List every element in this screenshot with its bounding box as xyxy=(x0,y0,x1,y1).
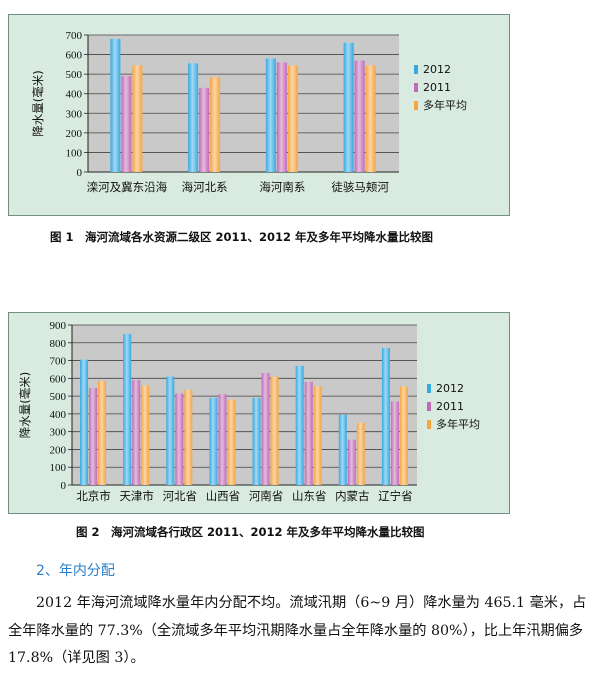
section-heading: 2、年内分配 xyxy=(36,563,115,579)
y-axis-label: 降水量(毫米) xyxy=(31,70,45,136)
bar-2012-海河北系 xyxy=(188,63,199,172)
bar-2011-海河北系 xyxy=(199,87,210,172)
category-label: 山东省 xyxy=(292,489,327,503)
category-label: 徒骇马颊河 xyxy=(331,180,389,194)
bar-多年平均-河南省 xyxy=(270,376,279,485)
figure1-chart: 0 100 200 300 400 500 600 700 降水量(毫米) 滦河及冀东沿海 海河北系… xyxy=(8,14,510,216)
y-tick-label: 900 xyxy=(50,320,67,332)
y-tick-label: 300 xyxy=(50,427,67,439)
y-tick-label: 100 xyxy=(66,147,83,159)
legend-swatch xyxy=(414,83,418,92)
bar-2011-河南省 xyxy=(261,373,270,485)
category-label: 辽宁省 xyxy=(378,489,413,503)
y-tick-label: 200 xyxy=(50,444,67,456)
bar-2012-辽宁省 xyxy=(381,348,390,485)
bar-多年平均-河北省 xyxy=(184,389,193,485)
bar-多年平均-海河南系 xyxy=(287,65,298,172)
category-label: 天津市 xyxy=(119,489,154,503)
y-tick-label: 300 xyxy=(66,108,83,120)
bar-2012-海河南系 xyxy=(265,58,276,172)
bar-2012-河北省 xyxy=(166,376,175,485)
bar-2011-山东省 xyxy=(304,381,313,485)
bar-多年平均-北京市 xyxy=(98,381,107,485)
legend-swatch xyxy=(414,65,418,74)
category-label: 北京市 xyxy=(76,489,111,503)
bar-2012-河南省 xyxy=(252,397,261,485)
bar-2011-北京市 xyxy=(89,388,98,485)
y-tick-label: 800 xyxy=(50,338,67,350)
bar-2011-山西省 xyxy=(218,394,227,485)
bar-2012-内蒙古 xyxy=(338,414,347,485)
figure2-svg: 0 100 200 300 400 500 600 700 800 900 降水量(毫米) 北京市 天津… xyxy=(18,320,480,503)
bar-多年平均-海河北系 xyxy=(210,77,221,172)
y-tick-label: 100 xyxy=(50,462,67,474)
body-paragraph: 2012 年海河流域降水量年内分配不均。流域汛期（6~9 月）降水量为 465.… xyxy=(8,595,587,666)
bar-2012-天津市 xyxy=(123,333,132,485)
legend-label: 多年平均 xyxy=(436,417,480,431)
bar-2011-内蒙古 xyxy=(347,439,356,485)
y-tick-label: 0 xyxy=(77,167,83,179)
y-tick-label: 500 xyxy=(50,391,67,403)
y-tick-label: 400 xyxy=(50,409,67,421)
category-label: 海河南系 xyxy=(259,180,305,194)
legend-swatch xyxy=(427,384,431,393)
category-label: 河南省 xyxy=(249,489,284,503)
bar-2011-辽宁省 xyxy=(390,401,399,485)
category-label: 河北省 xyxy=(163,489,198,503)
y-tick-label: 600 xyxy=(66,50,83,62)
bar-2012-徒骇马颊河 xyxy=(343,42,354,173)
category-label: 内蒙古 xyxy=(335,489,370,503)
y-tick-label: 0 xyxy=(61,480,67,492)
bar-2011-滦河及冀东沿海 xyxy=(121,76,132,172)
bar-多年平均-山东省 xyxy=(313,386,322,485)
legend-swatch xyxy=(427,420,431,429)
figure2-caption: 图 2 海河流域各行政区 2011、2012 年及多年平均降水量比较图 xyxy=(76,525,425,539)
y-axis-label: 降水量(毫米) xyxy=(18,372,32,438)
category-label: 山西省 xyxy=(206,489,241,503)
bar-多年平均-山西省 xyxy=(227,399,236,485)
bar-2012-山东省 xyxy=(295,365,304,485)
bar-多年平均-天津市 xyxy=(141,385,150,485)
bar-2011-河北省 xyxy=(175,393,184,485)
legend-swatch xyxy=(414,101,418,110)
legend-label: 2012 xyxy=(436,382,464,395)
bar-多年平均-徒骇马颊河 xyxy=(365,65,376,172)
bar-2012-滦河及冀东沿海 xyxy=(110,38,121,173)
y-tick-label: 500 xyxy=(66,69,83,81)
bar-2012-山西省 xyxy=(209,397,218,485)
bar-多年平均-辽宁省 xyxy=(399,386,408,485)
legend-label: 2012 xyxy=(423,63,451,76)
y-tick-label: 400 xyxy=(66,89,83,101)
bar-多年平均-内蒙古 xyxy=(356,422,365,485)
bar-2011-海河南系 xyxy=(276,62,287,172)
bar-2011-徒骇马颊河 xyxy=(354,60,365,172)
figure1-svg: 0 100 200 300 400 500 600 700 降水量(毫米) 滦河及冀东沿海 海河北系… xyxy=(31,30,467,194)
y-tick-label: 700 xyxy=(66,30,83,42)
legend-swatch xyxy=(427,402,431,411)
bar-多年平均-滦河及冀东沿海 xyxy=(132,65,143,172)
figure2-chart: 0 100 200 300 400 500 600 700 800 900 降水量(毫米) 北京市 天津… xyxy=(8,312,510,514)
y-tick-label: 600 xyxy=(50,373,67,385)
bar-2012-北京市 xyxy=(80,359,89,485)
legend-label: 多年平均 xyxy=(423,98,467,112)
bar-2011-天津市 xyxy=(132,380,141,485)
category-label: 滦河及冀东沿海 xyxy=(87,180,168,194)
figure1-caption: 图 1 海河流域各水资源二级区 2011、2012 年及多年平均降水量比较图 xyxy=(50,230,434,244)
y-tick-label: 700 xyxy=(50,356,67,368)
legend-label: 2011 xyxy=(423,81,451,94)
legend-label: 2011 xyxy=(436,400,464,413)
category-label: 海河北系 xyxy=(182,180,228,194)
y-tick-label: 200 xyxy=(66,128,83,140)
